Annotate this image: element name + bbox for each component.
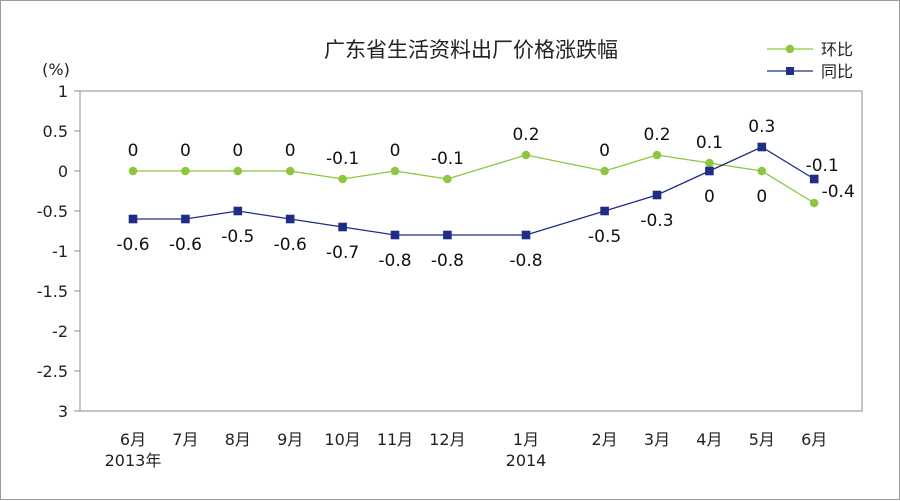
data-label: 0 [390, 141, 401, 161]
data-label: -0.7 [326, 243, 359, 263]
x-tick-label: 1月 [513, 430, 539, 449]
legend-marker-series-2 [786, 67, 794, 75]
x-tick-label: 3月 [644, 430, 670, 449]
x-tick-label: 2013年 [105, 451, 162, 470]
y-tick-label: -1 [52, 242, 68, 261]
x-tick-label: 9月 [277, 430, 303, 449]
data-point [705, 159, 714, 168]
x-tick-label: 7月 [172, 430, 198, 449]
data-point [338, 223, 347, 232]
y-tick-label: 3 [58, 402, 68, 421]
data-label: -0.6 [116, 235, 149, 255]
y-tick-label: 0 [58, 162, 68, 181]
data-label: 0 [704, 187, 715, 207]
data-label: -0.5 [221, 227, 254, 247]
plot-layer: 1 0.5 0 -0.5 -1 -1.5 -2 -2.5 3 6月 2013年 7月 8月 9月 10月 11… [37, 82, 855, 470]
data-label: 0.1 [696, 133, 723, 153]
data-point [391, 167, 400, 176]
y-tick-label: -1.5 [37, 282, 68, 301]
y-axis-unit-label: (%) [42, 60, 70, 79]
x-tick-label: 5月 [749, 430, 775, 449]
y-tick-label: -0.5 [37, 202, 68, 221]
y-tick-label: 1 [58, 82, 68, 101]
data-label: 0 [128, 141, 139, 161]
data-point [653, 191, 662, 200]
x-tick-label: 6月 [120, 430, 146, 449]
data-point [443, 231, 452, 240]
legend: 环比 同比 [767, 40, 853, 81]
data-label: -0.5 [588, 227, 621, 247]
data-label: 0 [756, 187, 767, 207]
data-point [338, 175, 347, 184]
data-label: 0 [232, 141, 243, 161]
x-tick-label: 2014 [506, 451, 547, 470]
data-label: 0.2 [643, 125, 670, 145]
data-label: -0.8 [378, 251, 411, 271]
x-tick-label: 6月 [801, 430, 827, 449]
data-label: -0.6 [169, 235, 202, 255]
data-point [443, 175, 452, 184]
legend-label-series-1: 环比 [821, 40, 853, 59]
data-label: 0 [180, 141, 191, 161]
data-point [758, 167, 767, 176]
data-label: -0.8 [509, 251, 542, 271]
data-point [286, 167, 295, 176]
data-point [234, 207, 243, 216]
x-tick-label: 4月 [696, 430, 722, 449]
x-tick-label: 2月 [592, 430, 618, 449]
data-point [234, 167, 243, 176]
data-point [129, 215, 138, 224]
data-point [653, 151, 662, 160]
y-tick-label: 0.5 [43, 122, 68, 141]
data-point [600, 207, 609, 216]
data-label: 0.3 [748, 117, 775, 137]
data-label: -0.4 [822, 182, 855, 202]
data-point [810, 199, 819, 208]
data-point [181, 215, 190, 224]
data-point [600, 167, 609, 176]
data-label: 0 [285, 141, 296, 161]
y-tick-label: -2 [52, 322, 68, 341]
x-tick-label: 12月 [429, 430, 465, 449]
data-label: -0.1 [806, 156, 839, 176]
legend-marker-series-1 [786, 45, 794, 53]
x-tick-label: 8月 [225, 430, 251, 449]
chart-title: 广东省生活资料出厂价格涨跌幅 [324, 38, 618, 62]
data-point [129, 167, 138, 176]
data-point [705, 167, 714, 176]
data-point [391, 231, 400, 240]
y-tick-label: -2.5 [37, 362, 68, 381]
legend-label-series-2: 同比 [821, 62, 853, 81]
data-point [522, 151, 531, 160]
data-point [522, 231, 531, 240]
data-label: 0 [599, 141, 610, 161]
x-tick-label: 10月 [324, 430, 360, 449]
data-label: -0.1 [326, 149, 359, 169]
data-point [286, 215, 295, 224]
data-label: -0.1 [431, 149, 464, 169]
data-point [758, 143, 767, 152]
data-label: -0.6 [274, 235, 307, 255]
x-tick-label: 11月 [377, 430, 413, 449]
data-point [181, 167, 190, 176]
data-label: -0.8 [431, 251, 464, 271]
data-label: 0.2 [512, 125, 539, 145]
data-label: -0.3 [640, 211, 673, 231]
